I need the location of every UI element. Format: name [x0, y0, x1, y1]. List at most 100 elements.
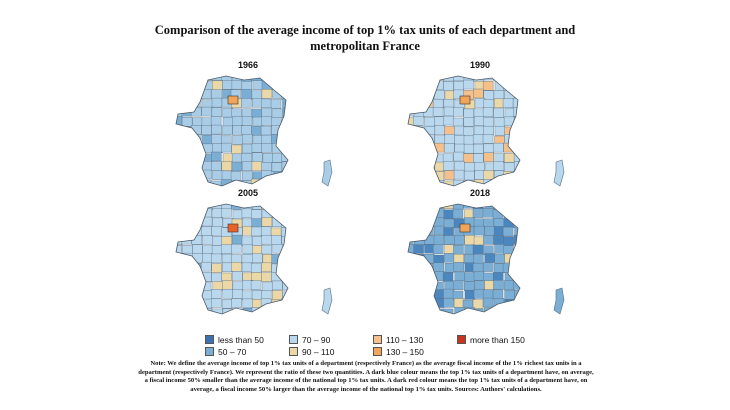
department-cell: [472, 134, 484, 144]
department-cell: [408, 89, 415, 99]
department-cell: [408, 106, 414, 117]
department-cell: [181, 106, 192, 117]
department-cell: [424, 170, 435, 180]
paris-region: [459, 223, 471, 233]
department-cell: [282, 134, 288, 145]
department-cell: [192, 227, 203, 237]
department-cell: [514, 117, 520, 127]
corsica: [321, 287, 333, 315]
department-cell: [251, 218, 262, 228]
department-cell: [176, 209, 183, 219]
department-cell: [413, 271, 424, 281]
department-cell: [503, 280, 515, 290]
department-cell: [463, 153, 474, 163]
department-cell: [231, 298, 242, 308]
department-cell: [272, 244, 283, 254]
department-cell: [251, 209, 262, 219]
legend-swatch: [373, 335, 382, 344]
department-cell: [454, 135, 465, 145]
department-cell: [221, 299, 233, 309]
department-cell: [182, 204, 193, 209]
department-cell: [182, 261, 193, 272]
department-cell: [503, 204, 514, 210]
department-cell: [211, 253, 222, 264]
department-cell: [261, 209, 273, 219]
department-cell: [443, 115, 454, 126]
department-cell: [203, 317, 213, 320]
department-cell: [176, 289, 184, 300]
department-cell: [408, 76, 414, 82]
department-cell: [424, 76, 436, 81]
department-cell: [202, 80, 213, 91]
department-cell: [423, 308, 434, 314]
department-cell: [433, 244, 444, 254]
department-cell: [272, 153, 283, 163]
department-cell: [453, 204, 464, 211]
department-cell: [408, 143, 414, 153]
department-cell: [453, 262, 464, 272]
department-cell: [408, 80, 415, 91]
department-cell: [513, 171, 520, 181]
department-cell: [493, 90, 505, 100]
department-cell: [433, 317, 443, 320]
department-cell: [443, 209, 455, 219]
department-cell: [191, 209, 203, 219]
france-outline: [407, 203, 521, 315]
paris-region: [227, 95, 239, 105]
department-cell: [181, 272, 192, 282]
department-cell: [483, 152, 494, 162]
department-cell: [493, 161, 504, 171]
department-cell: [464, 170, 475, 181]
department-cell: [453, 81, 465, 91]
department-cell: [453, 298, 465, 308]
department-cell: [181, 143, 192, 153]
department-cell: [513, 107, 520, 117]
department-cell: [493, 108, 504, 118]
department-cell: [182, 90, 194, 101]
department-cell: [241, 153, 252, 163]
department-cell: [281, 271, 288, 281]
department-cell: [282, 208, 288, 219]
department-cell: [281, 125, 288, 135]
department-cell: [261, 244, 272, 255]
department-cell: [241, 125, 252, 135]
department-cell: [272, 204, 283, 209]
department-cell: [464, 272, 476, 282]
department-cell: [473, 271, 485, 281]
department-cell: [463, 318, 473, 320]
france-map: [407, 203, 565, 320]
department-cell: [463, 79, 474, 90]
department-cell: [282, 178, 288, 186]
department-cell: [272, 108, 283, 119]
department-cell: [192, 204, 203, 209]
corsica: [553, 159, 565, 187]
department-cell: [211, 124, 222, 135]
department-cell: [453, 253, 465, 264]
department-cell: [282, 98, 288, 108]
department-cell: [443, 253, 455, 263]
department-cell: [211, 298, 222, 308]
department-cell: [463, 117, 474, 127]
department-cell: [454, 318, 464, 320]
department-cell: [261, 107, 273, 118]
department-cell: [494, 254, 505, 264]
department-cell: [176, 216, 182, 227]
department-cell: [201, 106, 212, 117]
department-cell: [192, 317, 202, 320]
department-cell: [252, 135, 264, 145]
department-cell: [192, 272, 203, 282]
department-cell: [222, 80, 233, 90]
department-cell: [271, 125, 282, 135]
department-cell: [483, 125, 494, 136]
department-cell: [503, 236, 514, 246]
department-cell: [432, 98, 444, 109]
department-cell: [473, 108, 485, 119]
department-cell: [513, 144, 520, 154]
department-cell: [423, 298, 435, 308]
department-cell: [222, 280, 233, 290]
department-cell: [473, 318, 483, 320]
department-cell: [413, 298, 424, 309]
department-cell: [443, 218, 455, 229]
department-cell: [453, 245, 464, 255]
department-cell: [502, 98, 514, 108]
